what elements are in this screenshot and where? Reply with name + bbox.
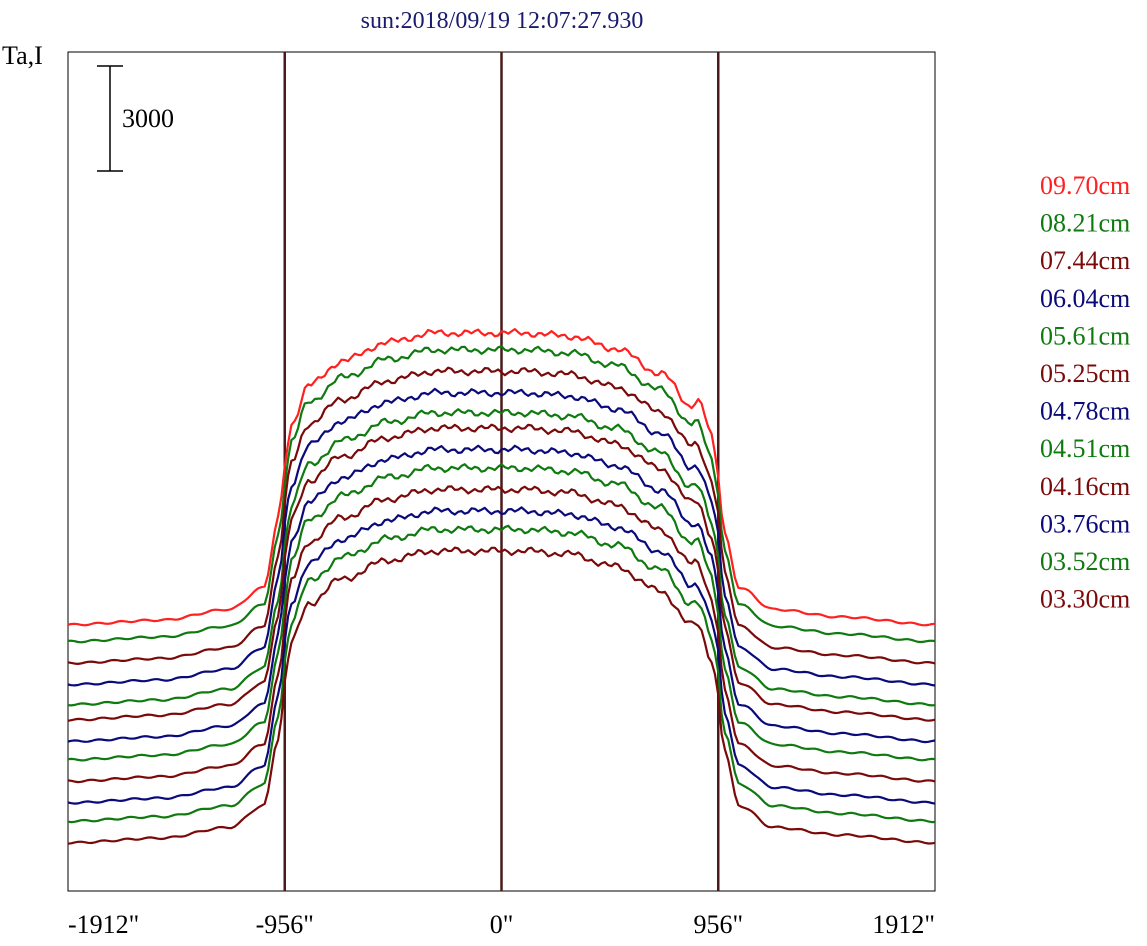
x-tick-labels: -1912" -956" 0" 956" 1912" xyxy=(68,910,935,939)
series-line-1 xyxy=(67,328,936,627)
scale-bar-label: 3000 xyxy=(122,104,174,133)
series-line-3 xyxy=(67,366,936,665)
legend-label: 06.04cm xyxy=(1040,284,1130,313)
x-tick-label: -1912" xyxy=(68,910,139,939)
x-tick-label: 956" xyxy=(693,910,743,939)
series-line-4 xyxy=(67,387,936,687)
legend-label: 05.25cm xyxy=(1040,359,1130,388)
x-tick-label: -956" xyxy=(256,910,314,939)
series-line-8 xyxy=(67,463,936,762)
vertical-markers xyxy=(283,52,720,891)
series-line-7 xyxy=(67,444,936,744)
series-line-11 xyxy=(67,524,936,824)
series-line-2 xyxy=(67,345,936,644)
y-axis-label: Ta,I xyxy=(2,41,43,70)
series-line-9 xyxy=(67,485,936,784)
series-lines xyxy=(67,328,936,845)
series-line-5 xyxy=(67,408,936,707)
scale-bar: 3000 xyxy=(97,65,174,172)
legend-label: 09.70cm xyxy=(1040,171,1130,200)
legend-label: 07.44cm xyxy=(1040,246,1130,275)
legend-label: 05.61cm xyxy=(1040,321,1130,350)
x-tick-label: 0" xyxy=(490,910,514,939)
legend: 09.70cm 08.21cm 07.44cm 06.04cm 05.61cm 05.25… xyxy=(1040,171,1130,614)
series-line-12 xyxy=(67,546,936,845)
legend-label: 03.52cm xyxy=(1040,547,1130,576)
series-line-10 xyxy=(67,506,936,805)
legend-label: 04.16cm xyxy=(1040,472,1130,501)
legend-label: 08.21cm xyxy=(1040,209,1130,238)
legend-label: 03.76cm xyxy=(1040,509,1130,538)
chart-title: sun:2018/09/19 12:07:27.930 xyxy=(361,8,644,34)
legend-label: 04.51cm xyxy=(1040,434,1130,463)
series-line-6 xyxy=(67,423,936,722)
legend-label: 04.78cm xyxy=(1040,397,1130,426)
legend-label: 03.30cm xyxy=(1040,585,1130,614)
x-tick-label: 1912" xyxy=(872,910,935,939)
